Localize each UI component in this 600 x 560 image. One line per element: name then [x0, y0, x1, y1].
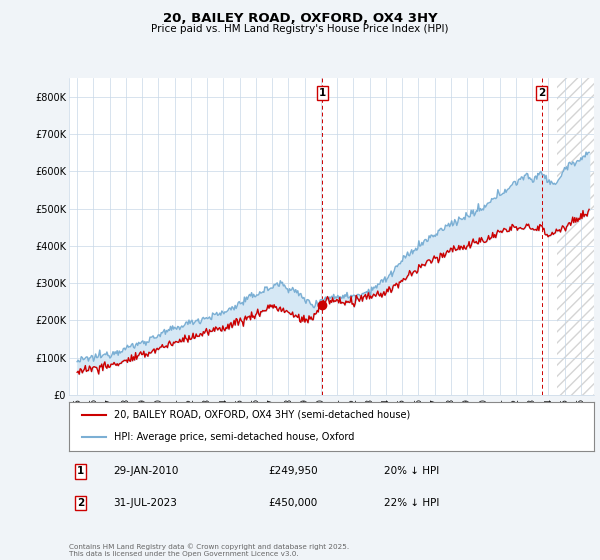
Text: 20, BAILEY ROAD, OXFORD, OX4 3HY: 20, BAILEY ROAD, OXFORD, OX4 3HY — [163, 12, 437, 25]
Text: 22% ↓ HPI: 22% ↓ HPI — [384, 498, 439, 508]
Text: 1: 1 — [77, 466, 84, 477]
Text: £249,950: £249,950 — [269, 466, 318, 477]
Text: £450,000: £450,000 — [269, 498, 318, 508]
Bar — [557, 78, 594, 395]
Text: 31-JUL-2023: 31-JUL-2023 — [113, 498, 178, 508]
Text: 2: 2 — [77, 498, 84, 508]
Text: 2: 2 — [538, 88, 545, 98]
Text: HPI: Average price, semi-detached house, Oxford: HPI: Average price, semi-detached house,… — [113, 432, 354, 442]
Text: Contains HM Land Registry data © Crown copyright and database right 2025.
This d: Contains HM Land Registry data © Crown c… — [69, 544, 349, 557]
Text: 29-JAN-2010: 29-JAN-2010 — [113, 466, 179, 477]
Text: 20, BAILEY ROAD, OXFORD, OX4 3HY (semi-detached house): 20, BAILEY ROAD, OXFORD, OX4 3HY (semi-d… — [113, 410, 410, 420]
Text: Price paid vs. HM Land Registry's House Price Index (HPI): Price paid vs. HM Land Registry's House … — [151, 24, 449, 34]
Text: 20% ↓ HPI: 20% ↓ HPI — [384, 466, 439, 477]
Text: 1: 1 — [319, 88, 326, 98]
